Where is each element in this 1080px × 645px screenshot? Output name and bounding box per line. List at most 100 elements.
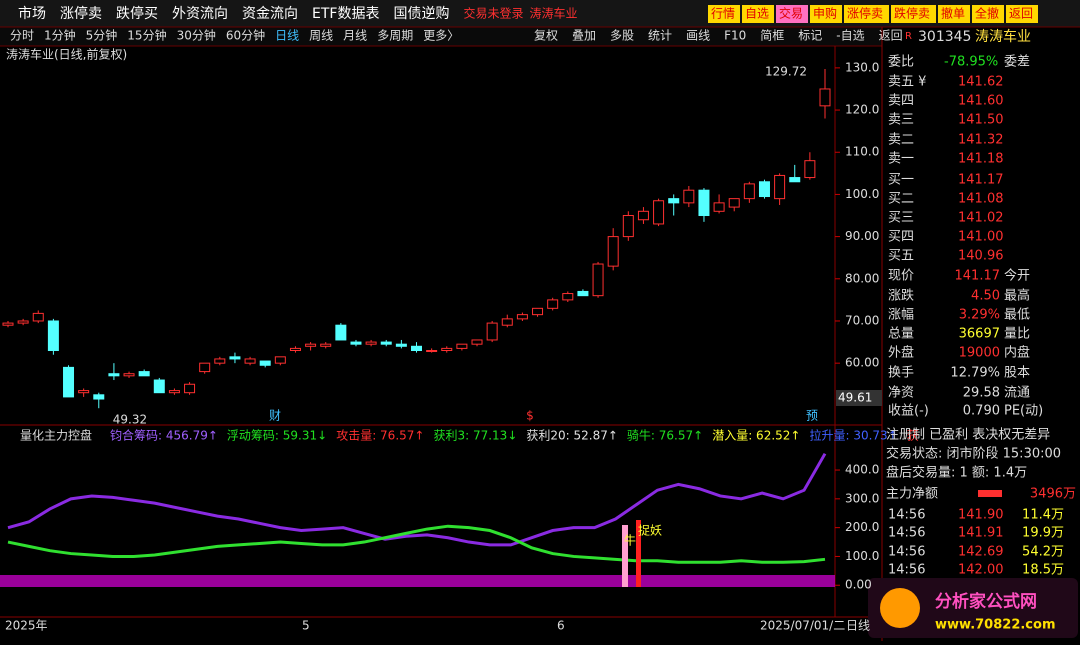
tool-button[interactable]: 叠加	[572, 29, 596, 43]
stat-label: 收益(-)	[888, 404, 929, 419]
y-tick-label: 110.0	[845, 145, 879, 159]
stat-label: 最低	[1004, 308, 1030, 323]
y-tick-label: 400.0	[845, 463, 879, 477]
stat-value: 0.790	[963, 404, 1000, 419]
candle-body	[743, 183, 755, 200]
menu-item[interactable]: ETF数据表	[312, 6, 379, 22]
candle-body	[637, 210, 649, 221]
tool-button[interactable]: 统计	[648, 29, 672, 43]
candle-body	[789, 177, 801, 183]
stat-label: 净资	[888, 386, 914, 401]
info-line: 盘后交易量: 1 额: 1.4万	[886, 465, 1027, 481]
menu-item[interactable]: 外资流向	[172, 6, 228, 22]
candle-body	[607, 236, 619, 267]
buy-price: 141.02	[958, 211, 1004, 226]
x-label: 2025年	[5, 619, 48, 633]
tool-button[interactable]: F10	[724, 29, 746, 43]
stat-label: 内盘	[1004, 345, 1030, 361]
candle-body	[653, 200, 665, 225]
trade-price: 141.90	[958, 508, 1004, 523]
stat-label: 现价	[888, 269, 914, 284]
button-bg	[708, 5, 740, 23]
stat-label: 今开	[1004, 268, 1030, 284]
button-bg	[776, 5, 808, 23]
candle-body	[214, 358, 226, 364]
period-tab[interactable]: 周线	[309, 29, 333, 43]
stat-value: 36697	[959, 327, 1000, 342]
tool-button[interactable]: 简框	[760, 29, 784, 43]
period-tab[interactable]: 日线	[275, 29, 299, 43]
y-tick-label: 120.0	[845, 103, 879, 117]
menu-item[interactable]: 市场	[18, 5, 46, 22]
menu-item[interactable]: 国债逆购	[393, 6, 449, 22]
candle-body	[622, 215, 634, 238]
candle-body	[819, 88, 831, 107]
top-button[interactable]: 跌停卖	[894, 6, 930, 21]
period-tab[interactable]: 月线	[343, 29, 367, 43]
candle-body	[259, 360, 271, 366]
stat-value: 141.17	[955, 269, 1001, 284]
toolbar	[0, 27, 882, 46]
top-button[interactable]: 涨停卖	[847, 6, 883, 21]
candle-body	[274, 356, 286, 364]
stat-label: 外盘	[888, 345, 914, 361]
top-button[interactable]: 全撤	[975, 6, 999, 21]
annotation: 牛	[624, 533, 636, 548]
candle-body	[320, 343, 332, 347]
period-tab[interactable]: 1分钟	[44, 28, 76, 43]
low-annotation: 49.32	[113, 413, 147, 427]
login-status: 交易未登录	[463, 6, 523, 21]
candle-body	[471, 339, 483, 345]
top-button[interactable]: 申购	[813, 6, 837, 21]
period-tab[interactable]: 更多〉	[423, 29, 459, 43]
candle-body	[426, 350, 438, 353]
stock-tab: 涛涛车业	[529, 6, 577, 21]
indicator-value: 浮动筹码: 59.31↓	[227, 429, 327, 443]
period-tab[interactable]: 5分钟	[86, 28, 118, 43]
top-button[interactable]: 行情	[711, 7, 735, 21]
tool-button[interactable]: 返回	[879, 29, 903, 43]
candle-body	[683, 189, 695, 204]
candle-body	[229, 356, 241, 360]
candle-body	[516, 314, 528, 320]
candle-body	[395, 343, 407, 347]
tool-button[interactable]: 多股	[610, 29, 634, 43]
candle-body	[123, 373, 135, 377]
indicator-value: 潜入量: 62.52↑	[712, 429, 800, 443]
candle-body	[758, 181, 770, 198]
candle-body	[728, 198, 740, 208]
tool-button[interactable]: 标记	[798, 29, 822, 43]
menu-item[interactable]: 资金流向	[242, 6, 298, 22]
period-tab[interactable]: 分时	[10, 29, 34, 43]
tool-button[interactable]: 画线	[686, 29, 710, 43]
candle-body	[184, 383, 196, 394]
button-bg	[810, 5, 842, 23]
buy-price: 141.17	[958, 173, 1004, 188]
period-tab[interactable]: 多周期	[377, 29, 413, 43]
y-tick-label: 90.00	[845, 229, 879, 243]
top-button[interactable]: 交易	[779, 6, 803, 21]
candle-body	[244, 358, 256, 364]
tool-button[interactable]: -自选	[836, 29, 864, 43]
candle-body	[774, 174, 786, 200]
menu-item[interactable]: 涨停卖	[60, 5, 102, 22]
top-button[interactable]: 撤单	[941, 6, 965, 21]
period-tab[interactable]: 60分钟	[226, 28, 265, 43]
top-button[interactable]: 返回	[1009, 7, 1033, 21]
y-tick-label: 0.00	[845, 578, 872, 592]
period-tab[interactable]: 15分钟	[127, 28, 166, 43]
stat-label: 总量	[888, 327, 914, 342]
top-button[interactable]: 自选	[745, 7, 769, 21]
stat-label: PE(动)	[1004, 404, 1043, 419]
trade-volume: 18.5万	[1022, 563, 1064, 578]
y-tick-label: 70.00	[845, 313, 879, 327]
event-marker: 预	[806, 409, 818, 423]
period-tab[interactable]: 30分钟	[177, 28, 216, 43]
menu-item[interactable]: 跌停买	[116, 5, 158, 22]
stat-label: 股本	[1004, 366, 1030, 381]
indicator-value: 获利3: 77.13↓	[433, 429, 517, 443]
tool-button[interactable]: 复权	[534, 29, 558, 43]
stat-value: 12.79%	[950, 366, 1000, 381]
candle-body	[305, 343, 317, 347]
trade-time: 14:56	[888, 563, 925, 578]
